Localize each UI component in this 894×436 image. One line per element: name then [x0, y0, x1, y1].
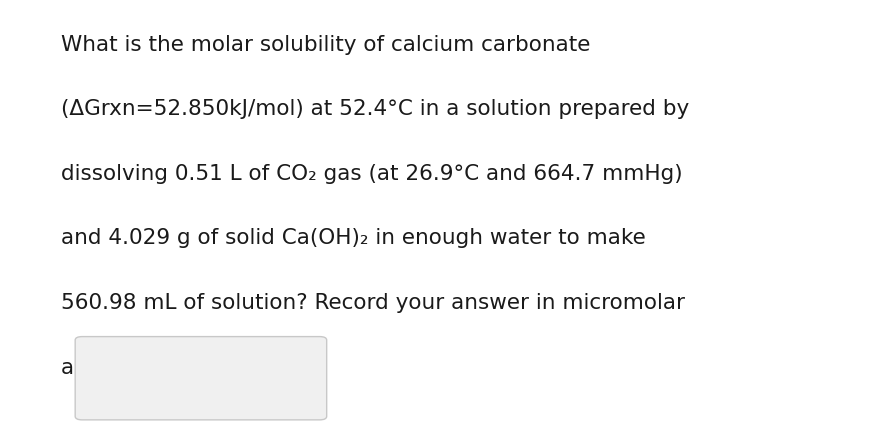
Text: What is the molar solubility of calcium carbonate: What is the molar solubility of calcium …: [61, 35, 589, 55]
Text: and with 4 decimals.: and with 4 decimals.: [61, 358, 283, 378]
Text: and 4.029 g of solid Ca(OH)₂ in enough water to make: and 4.029 g of solid Ca(OH)₂ in enough w…: [61, 228, 645, 249]
Text: 560.98 mL of solution? Record your answer in micromolar: 560.98 mL of solution? Record your answe…: [61, 293, 684, 313]
Text: (ΔGrxn=52.850kJ/mol) at 52.4°C in a solution prepared by: (ΔGrxn=52.850kJ/mol) at 52.4°C in a solu…: [61, 99, 688, 119]
Text: dissolving 0.51 L of CO₂ gas (at 26.9°C and 664.7 mmHg): dissolving 0.51 L of CO₂ gas (at 26.9°C …: [61, 164, 682, 184]
